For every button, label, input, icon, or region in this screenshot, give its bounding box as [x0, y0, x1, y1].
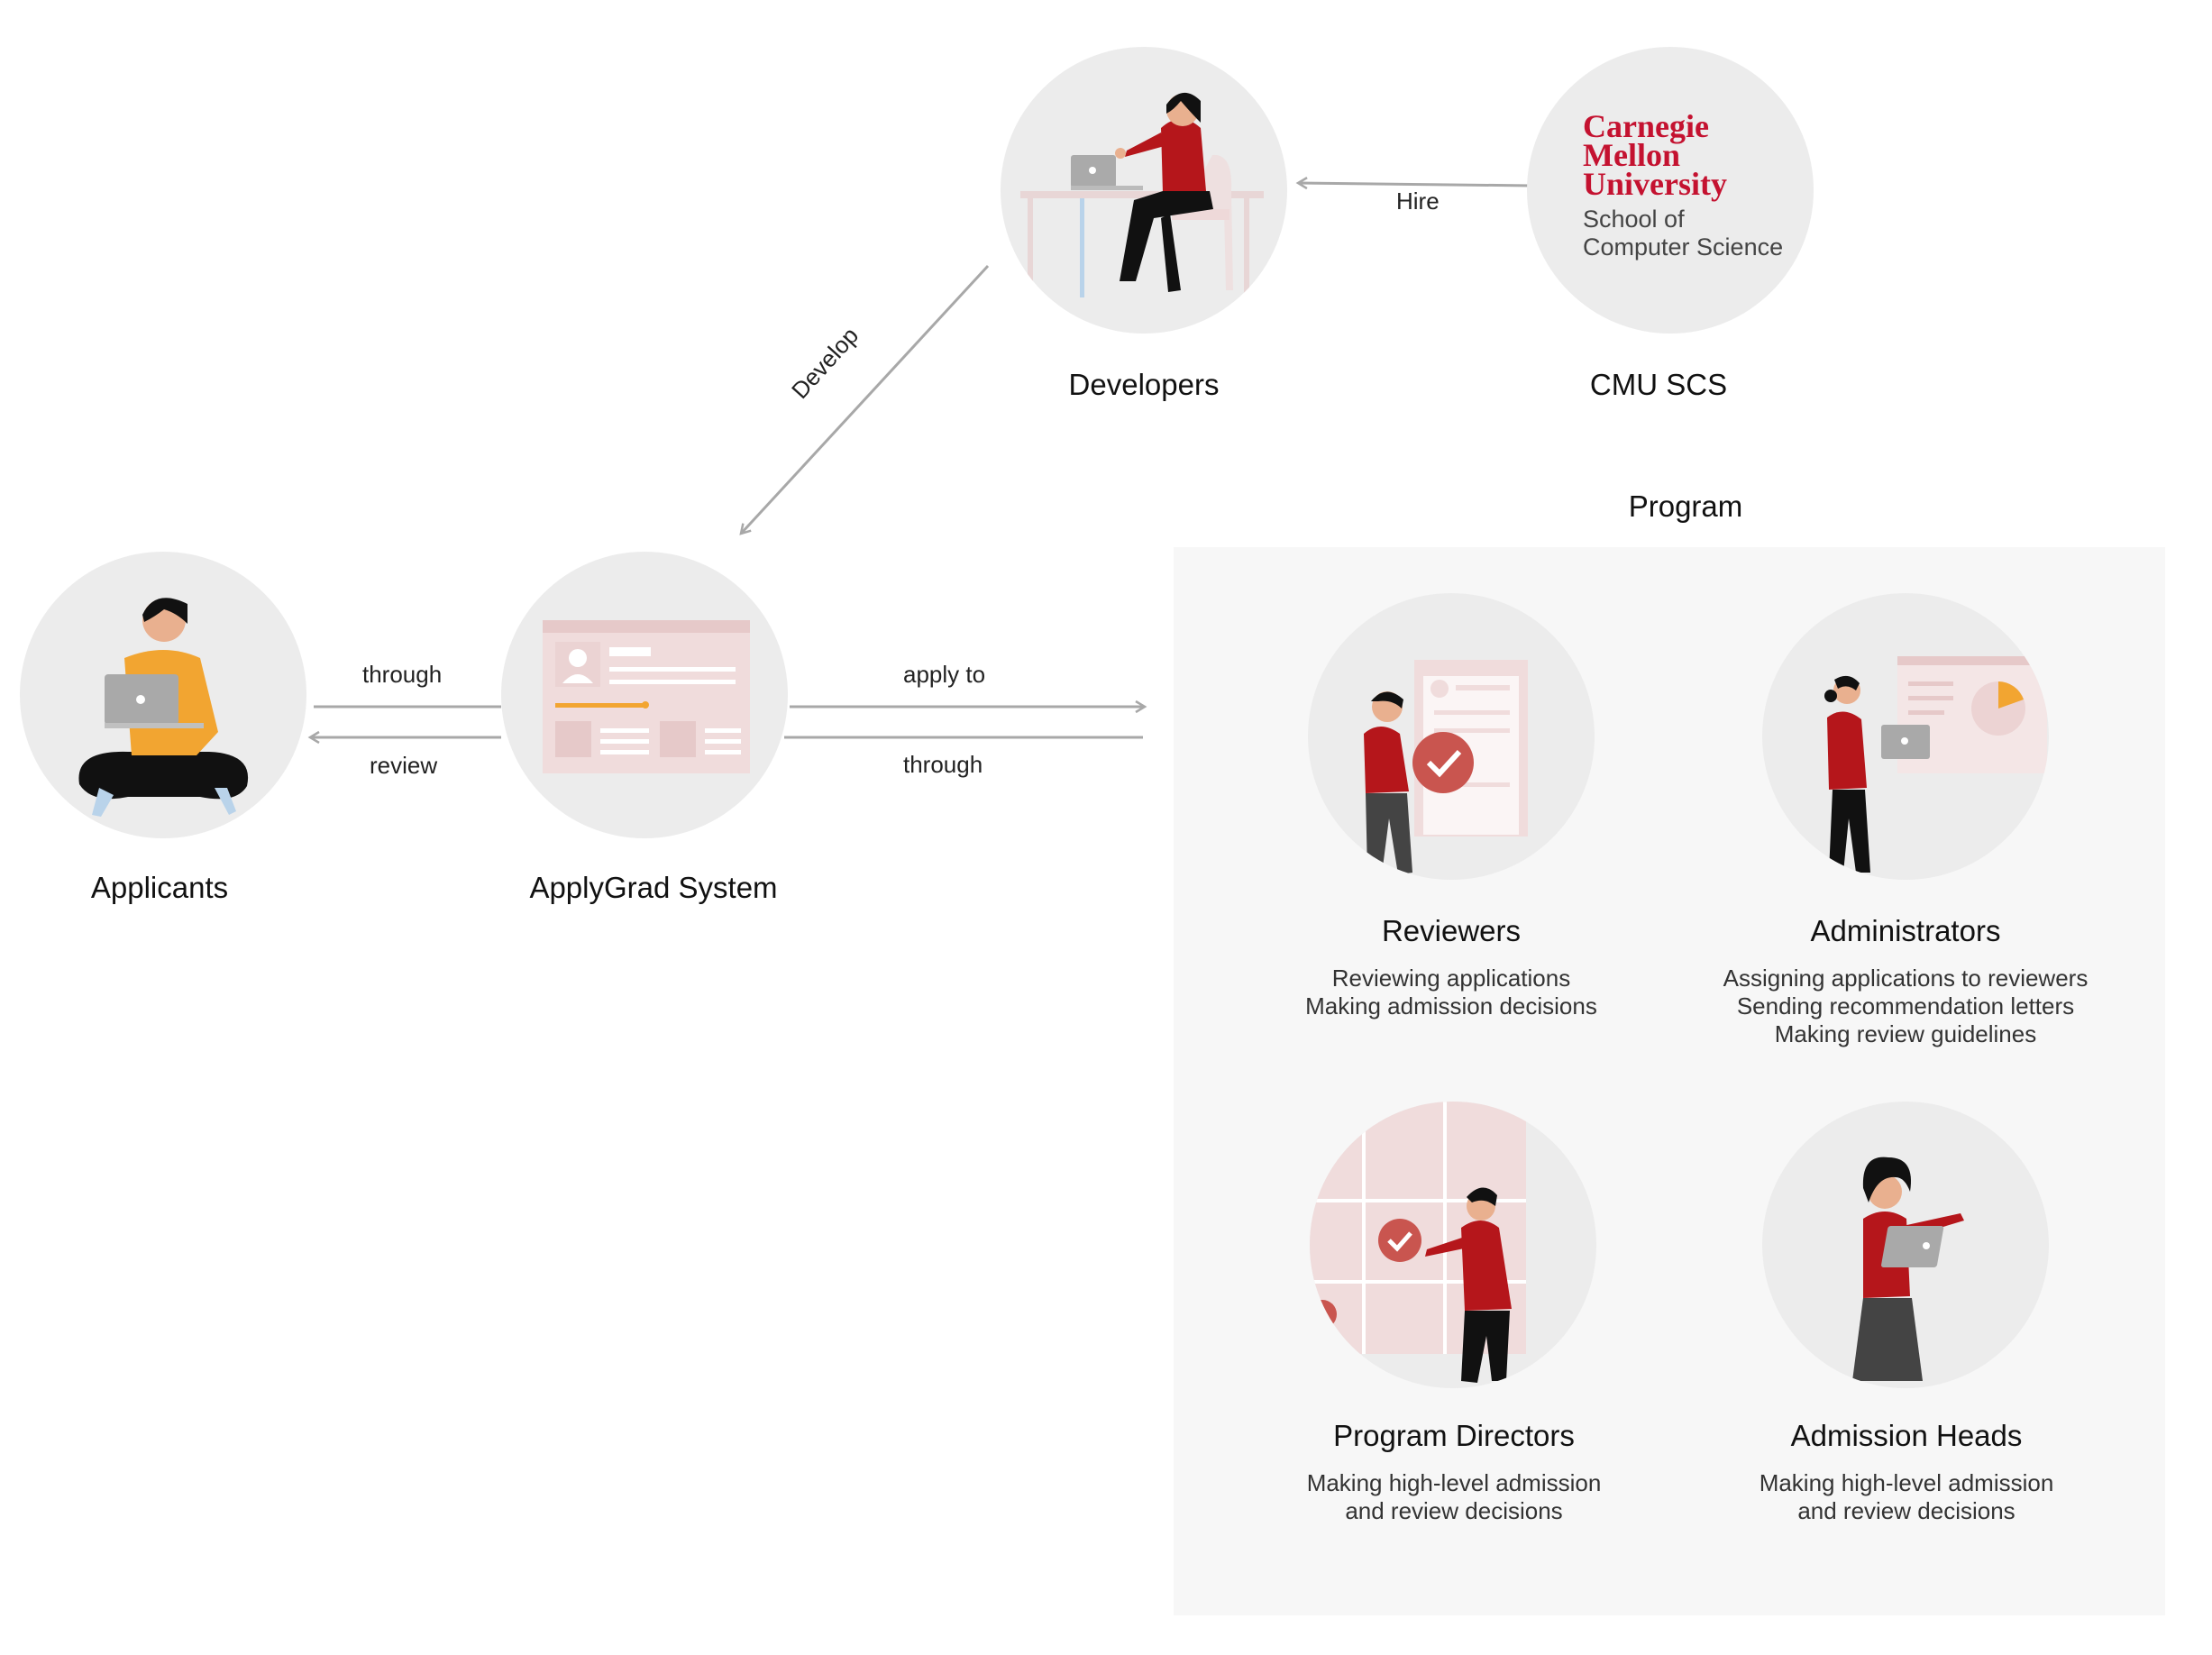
applicants-illustration	[20, 552, 306, 838]
cmu-logo: Carnegie Mellon University School of Com…	[1527, 47, 1814, 334]
description-line: Reviewing applications	[1331, 965, 1571, 992]
admission-heads-description: Making high-level admission and review d…	[1726, 1469, 2087, 1525]
developers-illustration	[1001, 47, 1287, 334]
description-line: Making high-level admission	[1759, 1469, 2054, 1496]
reviewers-description: Reviewing applications Making admission …	[1271, 965, 1632, 1020]
administrators-label: Administrators	[1810, 914, 2001, 947]
hire-arrow	[1295, 177, 1533, 190]
administrators-illustration	[1762, 593, 2049, 880]
reviewers-illustration	[1308, 593, 1595, 880]
applygrad-label: ApplyGrad System	[529, 871, 778, 904]
description-line: Making high-level admission	[1306, 1469, 1602, 1496]
description-line: Sending recommendation letters	[1736, 992, 2075, 1020]
develop-arrow	[739, 264, 990, 535]
review-label: review	[370, 752, 438, 779]
program-title: Program	[1628, 489, 1743, 523]
reviewers-label: Reviewers	[1381, 914, 1522, 947]
program-directors-description: Making high-level admission and review d…	[1274, 1469, 1634, 1525]
cmu-logo-subtitle: School of	[1583, 206, 1685, 233]
applicants-label: Applicants	[90, 871, 229, 904]
administrators-description: Assigning applications to reviewers Send…	[1680, 965, 2131, 1048]
developers-label: Developers	[1068, 368, 1220, 401]
cmu-logo-line: Mellon	[1583, 137, 1680, 173]
program-directors-label: Program Directors	[1333, 1419, 1575, 1452]
admission-heads-illustration	[1762, 1102, 2049, 1388]
description-line: Making admission decisions	[1305, 992, 1597, 1020]
description-line: Making review guidelines	[1774, 1020, 2037, 1047]
program-directors-illustration	[1310, 1102, 1596, 1388]
cmu-logo-subtitle: Computer Science	[1583, 233, 1784, 261]
description-line: Assigning applications to reviewers	[1723, 965, 2089, 992]
applygrad-illustration	[501, 552, 788, 838]
through-right-label: through	[903, 751, 983, 778]
description-line: and review decisions	[1797, 1497, 2015, 1524]
description-line: and review decisions	[1345, 1497, 1563, 1524]
apply-to-label: apply to	[903, 661, 986, 688]
cmu-logo-line: Carnegie	[1583, 108, 1709, 144]
through-left-label: through	[362, 661, 443, 688]
cmu-logo-line: University	[1583, 166, 1727, 202]
cmu-label: CMU SCS	[1589, 368, 1728, 401]
hire-label: Hire	[1396, 187, 1440, 215]
admission-heads-label: Admission Heads	[1790, 1419, 2023, 1452]
